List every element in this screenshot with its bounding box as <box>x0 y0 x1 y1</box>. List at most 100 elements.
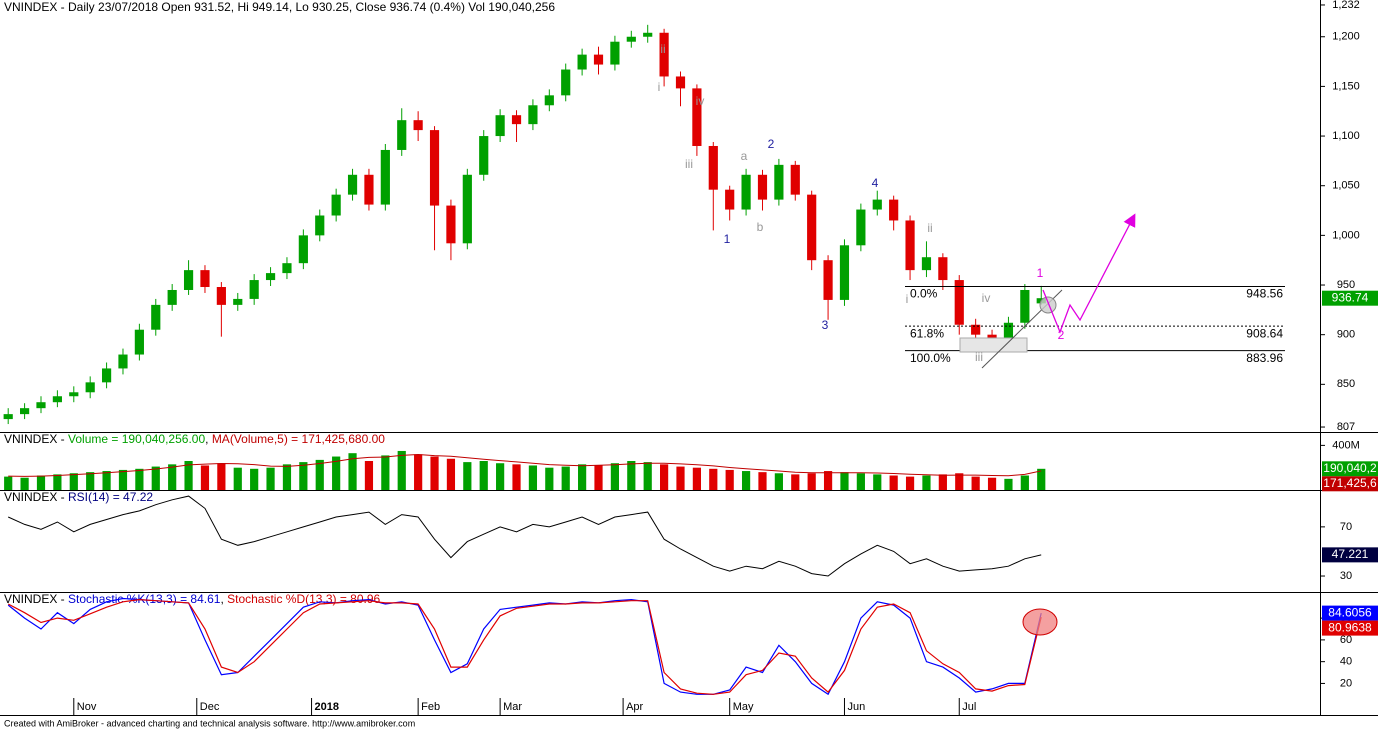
y-tick-label: 40 <box>1340 656 1352 668</box>
y-tick-label: 900 <box>1337 329 1355 341</box>
pane-title: VNINDEX - Volume = 190,040,256.00, MA(Vo… <box>4 432 385 446</box>
y-tick-label: 20 <box>1340 677 1352 689</box>
x-tick-label: Jun <box>847 701 865 713</box>
candle-body <box>823 260 833 300</box>
title-part: VNINDEX - <box>4 490 68 504</box>
title-part: MA(Volume,5) = 171,425,680.00 <box>212 432 385 446</box>
candle-body <box>921 257 932 271</box>
badge-box <box>1322 547 1378 563</box>
volume-bar <box>1037 468 1046 490</box>
candle-body <box>889 199 899 221</box>
candle-body <box>233 298 243 305</box>
volume-bar <box>282 464 292 490</box>
candle-body <box>282 263 292 274</box>
badge-label: 47.221 <box>1332 547 1369 561</box>
volume-bar <box>856 473 865 490</box>
x-tick-label: Nov <box>77 701 97 713</box>
candle-body <box>265 273 276 281</box>
candle-body <box>69 392 79 397</box>
volume-bar <box>381 455 390 490</box>
candle-body <box>364 174 374 205</box>
candle-body <box>118 354 128 369</box>
x-tick-label: Mar <box>503 701 522 713</box>
volume-bar <box>479 461 488 490</box>
volume-bar <box>217 463 226 490</box>
wave-label: ii <box>927 221 932 235</box>
y-tick-label: 807 <box>1337 421 1355 433</box>
volume-bar <box>692 467 701 490</box>
volume-bars <box>4 450 1046 490</box>
wave-label: iii <box>685 157 693 171</box>
value-badge: 190,040,2 <box>1322 461 1378 477</box>
volume-bar <box>36 475 46 490</box>
volume-bar <box>69 473 78 490</box>
fib-label: 0.0% <box>910 287 938 301</box>
candle-body <box>462 174 472 244</box>
volume-bar <box>528 465 538 490</box>
volume-bar <box>987 477 997 490</box>
volume-bar <box>135 468 144 490</box>
wave-label: i <box>658 80 661 94</box>
volume-bar <box>496 463 505 490</box>
volume-bar <box>1020 475 1029 490</box>
volume-bar <box>86 472 95 490</box>
candle-body <box>626 36 636 42</box>
pane-title: VNINDEX - Daily 23/07/2018 Open 931.52, … <box>4 0 555 14</box>
volume-bar <box>594 465 603 490</box>
candle-body <box>347 174 358 195</box>
badge-box <box>1322 476 1378 492</box>
candle-body <box>20 408 30 415</box>
y-tick-label: 1,050 <box>1332 180 1360 192</box>
candle-body <box>708 145 718 190</box>
value-badge: 171,425,6 <box>1322 476 1378 492</box>
volume-bar <box>20 477 29 490</box>
y-tick-label: 400M <box>1332 439 1360 451</box>
y-axis: 807 850 900 950 1,000 1,050 1,100 1,150 1,200 1,2… <box>1320 0 1360 433</box>
fib-value: 908.64 <box>1246 326 1283 340</box>
volume-bar <box>725 469 734 490</box>
badge-label: 171,425,6 <box>1323 476 1377 490</box>
candle-body <box>659 32 669 77</box>
highlight-box <box>959 337 1028 353</box>
title-part: VNINDEX - <box>4 432 68 446</box>
x-tick-label: Dec <box>200 701 220 713</box>
title-part: VNINDEX - Daily 23/07/2018 Open 931.52, … <box>4 0 555 14</box>
volume-bar <box>905 476 915 490</box>
y-tick-label: 60 <box>1340 634 1352 646</box>
volume-bar <box>823 471 833 490</box>
badge-label: 84.6056 <box>1328 605 1372 619</box>
volume-bar <box>151 466 160 490</box>
volume-bar <box>233 467 242 490</box>
candle-body <box>807 194 817 261</box>
volume-bar <box>578 464 587 490</box>
volume-bar <box>4 476 13 490</box>
volume-bar <box>840 472 849 490</box>
badge-label: 190,040,2 <box>1323 461 1377 475</box>
volume-bar <box>676 466 685 490</box>
candle-body <box>101 368 112 383</box>
y-tick-label: 850 <box>1337 378 1355 390</box>
volume-bar <box>938 474 947 490</box>
volume-bar <box>791 474 800 490</box>
candle-body <box>216 287 226 305</box>
wave-label: ii <box>660 42 665 56</box>
volume-bar <box>446 458 456 490</box>
projection-path <box>1042 213 1136 334</box>
candles <box>3 24 1046 425</box>
volume-bar <box>627 461 636 490</box>
volume-bar <box>660 464 669 490</box>
volume-bar <box>807 473 816 490</box>
volume-bar <box>168 464 177 490</box>
candle-body <box>446 205 456 244</box>
wave-label: a <box>741 149 748 163</box>
candle-body <box>167 289 177 305</box>
volume-bar <box>184 461 193 490</box>
wave-label: 2 <box>768 137 775 151</box>
title-part: Stochastic %K(13,3) = 84.61 <box>68 592 221 606</box>
wave-label: b <box>757 220 764 234</box>
candle-body <box>200 270 210 288</box>
volume-bar <box>430 456 439 490</box>
volume-bar <box>758 472 767 490</box>
volume-bar <box>250 468 259 490</box>
